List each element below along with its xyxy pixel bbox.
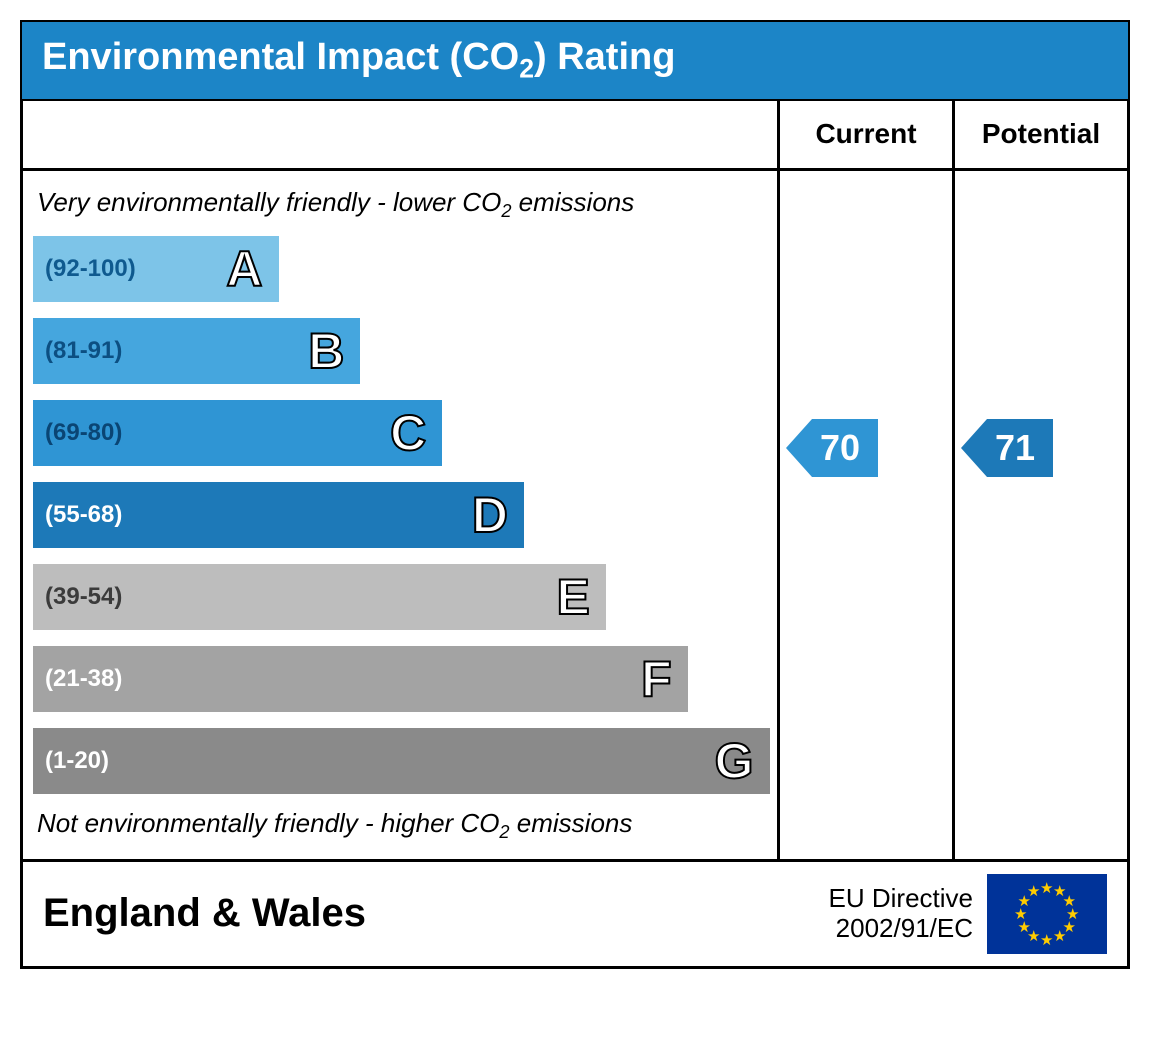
- band-row-d: (55-68) D: [33, 474, 777, 556]
- potential-header: Potential: [955, 101, 1127, 171]
- potential-column: Potential 71: [952, 101, 1127, 859]
- band-row-b: (81-91) B: [33, 310, 777, 392]
- current-column: Current 70: [777, 101, 952, 859]
- band-range: (69-80): [45, 419, 122, 447]
- band-range: (39-54): [45, 583, 122, 611]
- potential-arrow: 71: [961, 419, 1053, 477]
- band-range: (21-38): [45, 665, 122, 693]
- band-letter: D: [472, 486, 508, 544]
- potential-value-area: 71: [955, 171, 1127, 859]
- band-row-c: (69-80) C: [33, 392, 777, 474]
- band-letter: G: [715, 732, 754, 790]
- current-arrow: 70: [786, 419, 878, 477]
- current-arrow-value: 70: [812, 419, 878, 477]
- directive-line2: 2002/91/EC: [829, 914, 973, 944]
- band-range: (92-100): [45, 255, 136, 283]
- band-bar-f: (21-38) F: [33, 646, 688, 712]
- band-letter: A: [226, 240, 262, 298]
- band-bar-e: (39-54) E: [33, 564, 606, 630]
- bands-column: Very environmentally friendly - lower CO…: [23, 101, 777, 859]
- band-range: (55-68): [45, 501, 122, 529]
- bands-area: Very environmentally friendly - lower CO…: [23, 171, 777, 859]
- band-bar-c: (69-80) C: [33, 400, 442, 466]
- chart-body: Very environmentally friendly - lower CO…: [20, 101, 1130, 862]
- eu-star-icon: ★: [1027, 882, 1040, 900]
- band-bar-d: (55-68) D: [33, 482, 524, 548]
- current-header: Current: [780, 101, 952, 171]
- band-bar-a: (92-100) A: [33, 236, 279, 302]
- epc-chart: Environmental Impact (CO2) Rating Very e…: [0, 0, 1150, 989]
- eu-star-icon: ★: [1040, 879, 1053, 897]
- current-value-area: 70: [780, 171, 952, 859]
- footer-region: England & Wales: [43, 891, 829, 936]
- chart-title: Environmental Impact (CO2) Rating: [20, 20, 1130, 101]
- band-letter: C: [390, 404, 426, 462]
- chart-footer: England & Wales EU Directive 2002/91/EC …: [20, 862, 1130, 969]
- directive-line1: EU Directive: [829, 884, 973, 914]
- footer-directive: EU Directive 2002/91/EC: [829, 884, 973, 944]
- band-row-f: (21-38) F: [33, 638, 777, 720]
- band-bar-g: (1-20) G: [33, 728, 770, 794]
- band-row-a: (92-100) A: [33, 228, 777, 310]
- eu-star-icon: ★: [1040, 931, 1053, 949]
- band-row-e: (39-54) E: [33, 556, 777, 638]
- bands-header-empty: [23, 101, 777, 171]
- eu-flag-icon: ★★★★★★★★★★★★: [987, 874, 1107, 954]
- band-range: (81-91): [45, 337, 122, 365]
- eu-star-icon: ★: [1053, 927, 1066, 945]
- band-bar-b: (81-91) B: [33, 318, 360, 384]
- band-letter: F: [641, 650, 672, 708]
- band-letter: B: [308, 322, 344, 380]
- band-range: (1-20): [45, 747, 109, 775]
- band-letter: E: [557, 568, 590, 626]
- caption-top: Very environmentally friendly - lower CO…: [33, 181, 777, 228]
- caption-bottom: Not environmentally friendly - higher CO…: [33, 802, 777, 849]
- potential-arrow-value: 71: [987, 419, 1053, 477]
- band-row-g: (1-20) G: [33, 720, 777, 802]
